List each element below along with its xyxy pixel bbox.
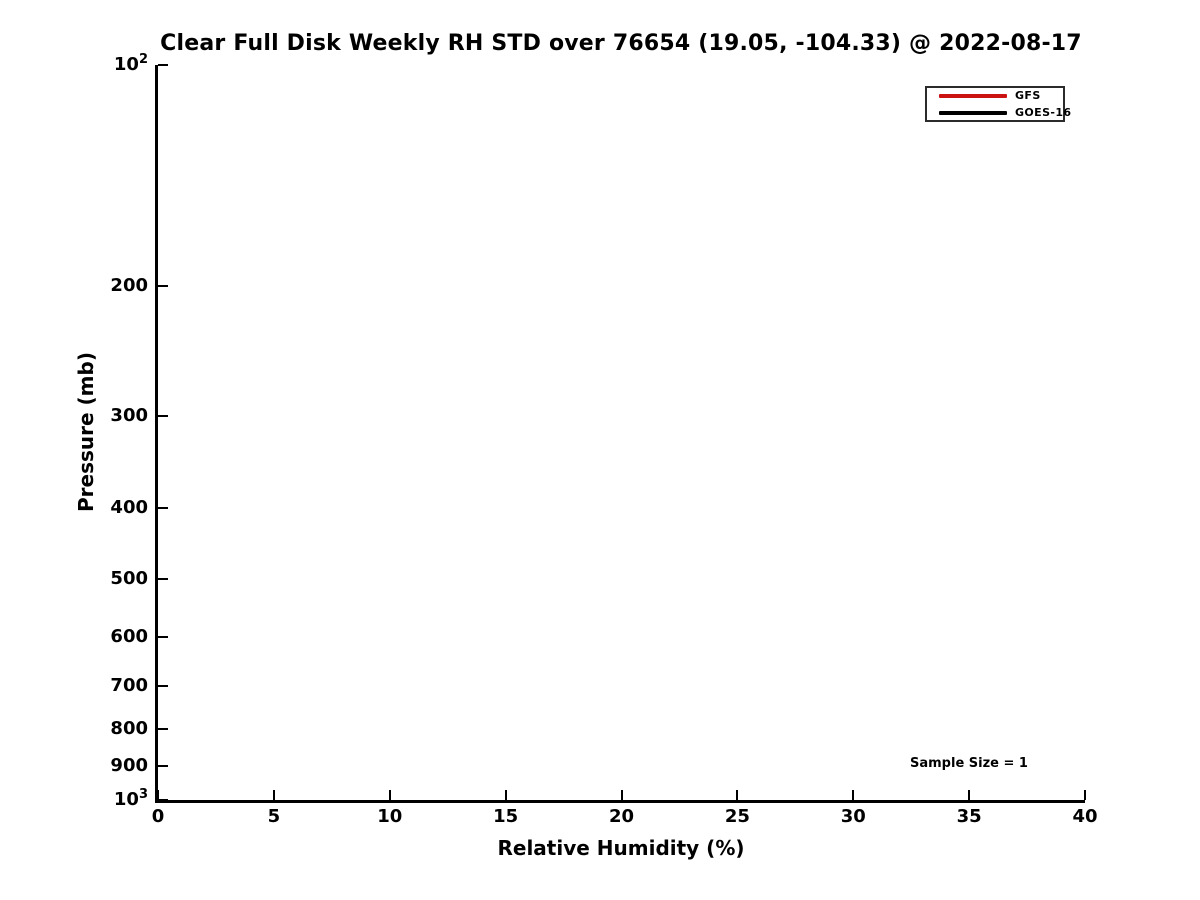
x-tick-mark (736, 790, 739, 800)
y-tick-mark (158, 414, 168, 417)
sample-size-annotation: Sample Size = 1 (910, 756, 1028, 771)
y-tick-label: 103 (113, 787, 148, 810)
y-tick-label: 300 (110, 404, 148, 426)
x-tick-label: 5 (267, 806, 281, 827)
x-tick-mark (272, 790, 275, 800)
x-tick-label: 15 (493, 806, 519, 827)
legend-line-swatch (939, 93, 1007, 98)
x-tick-mark (1084, 790, 1086, 800)
x-tick-mark (620, 790, 623, 800)
x-axis-title: Relative Humidity (%) (497, 836, 745, 860)
x-tick-mark (388, 790, 391, 800)
y-axis-title: Pressure (mb) (74, 352, 98, 512)
y-tick-label: 800 (110, 717, 148, 739)
x-tick-mark (504, 790, 507, 800)
legend-line-swatch (939, 110, 1007, 115)
x-tick-label: 25 (724, 806, 750, 827)
y-tick-label: 500 (110, 567, 148, 589)
y-tick-mark (158, 64, 168, 66)
x-tick-label: 10 (377, 806, 403, 827)
y-tick-mark (158, 727, 168, 730)
y-tick-mark (158, 799, 168, 801)
y-tick-mark (158, 285, 168, 288)
y-tick-label: 102 (113, 52, 148, 75)
y-tick-label: 900 (110, 755, 148, 777)
y-tick-label: 200 (110, 275, 148, 297)
chart-title: Clear Full Disk Weekly RH STD over 76654… (160, 31, 1082, 56)
x-tick-label: 40 (1072, 806, 1098, 827)
legend-entry-label: GFS (1015, 88, 1041, 102)
y-tick-label: 400 (110, 496, 148, 518)
legend-entry: GFS (939, 88, 1063, 102)
y-tick-label: 600 (110, 625, 148, 647)
x-tick-label: 0 (151, 806, 165, 827)
y-tick-mark (158, 685, 168, 688)
y-tick-label: 700 (110, 675, 148, 697)
x-tick-label: 30 (840, 806, 866, 827)
x-tick-label: 20 (608, 806, 635, 827)
x-tick-mark (157, 790, 159, 800)
y-tick-mark (158, 506, 168, 509)
plot-area (155, 65, 1085, 803)
y-tick-mark (158, 765, 168, 768)
y-tick-mark (158, 635, 168, 638)
legend-entry: GOES-16 (939, 106, 1071, 119)
x-tick-label: 35 (956, 806, 982, 827)
x-tick-mark (968, 790, 971, 800)
legend: GFS GOES-16 (925, 86, 1071, 122)
legend-entry-label: GOES-16 (1015, 105, 1072, 119)
x-tick-mark (852, 790, 855, 800)
y-tick-mark (158, 577, 168, 580)
